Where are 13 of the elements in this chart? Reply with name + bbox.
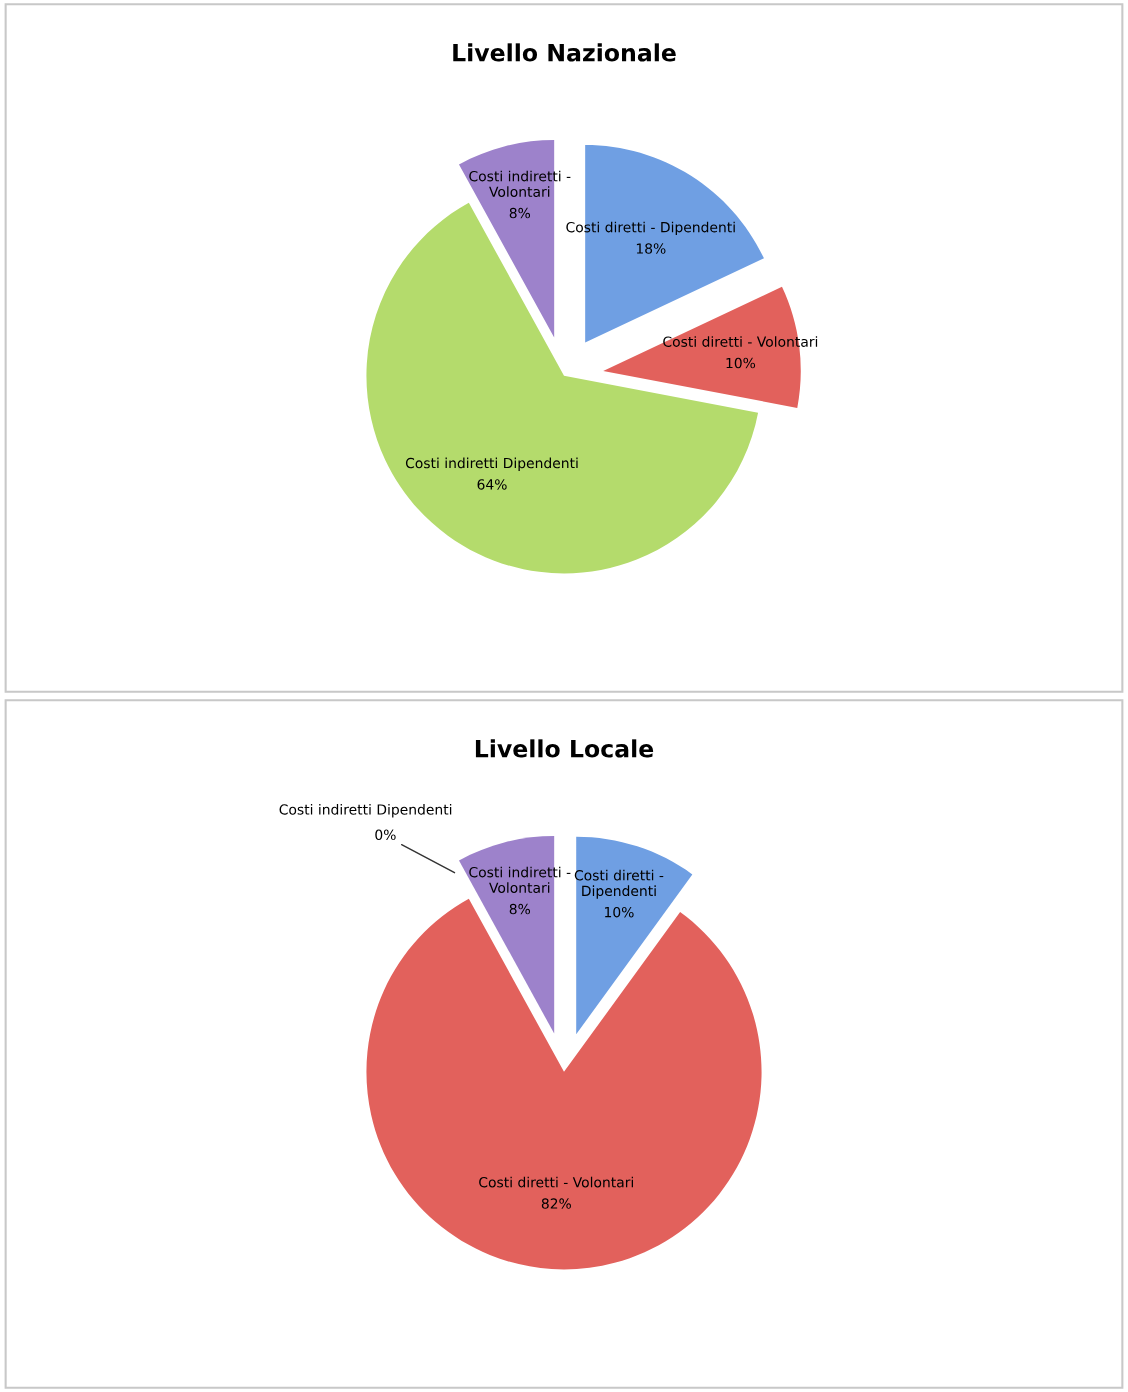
data-label: 82% xyxy=(541,1198,571,1209)
data-label: 8% xyxy=(509,207,531,219)
slice-label: Costi diretti - Volontari xyxy=(479,1176,633,1188)
chart-title: Livello Locale xyxy=(475,739,654,758)
data-label: 64% xyxy=(477,479,507,490)
data-label: 10% xyxy=(726,357,756,369)
chart-title: Livello Nazionale xyxy=(453,43,676,62)
data-label: 10% xyxy=(605,906,634,918)
data-label: 18% xyxy=(636,243,666,254)
slice-label: Costi indiretti Dipendenti xyxy=(405,457,578,471)
text: 0% xyxy=(375,829,396,841)
data-label: 8% xyxy=(509,903,531,915)
category-label: Costi indiretti Dipendenti xyxy=(279,803,452,818)
